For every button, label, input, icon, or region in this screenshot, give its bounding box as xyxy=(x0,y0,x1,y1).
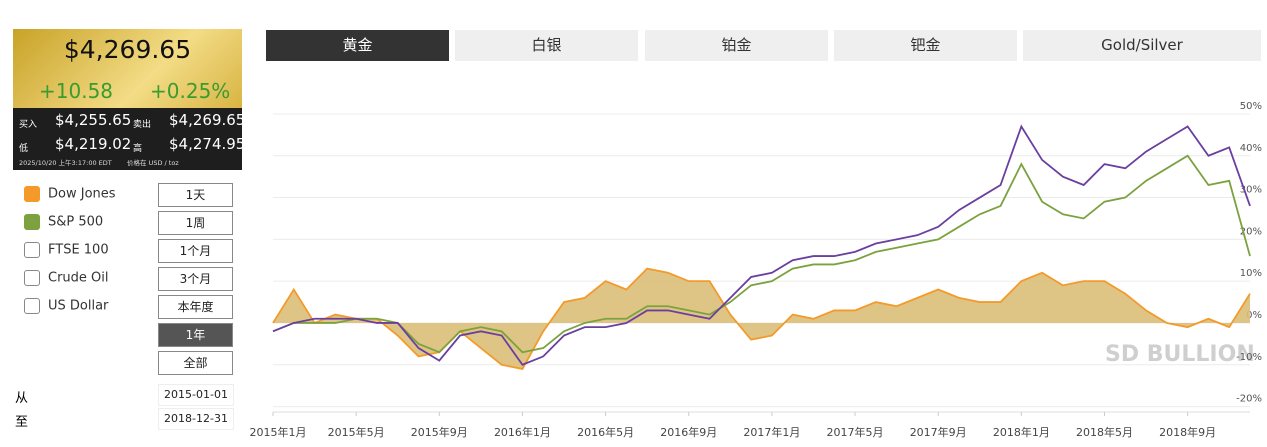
tab[interactable]: 钯金 xyxy=(834,30,1017,61)
x-tick-label: 2016年9月 xyxy=(660,425,717,439)
legend-label: S&P 500 xyxy=(48,214,104,230)
checkbox[interactable] xyxy=(24,214,40,230)
tab[interactable]: 白银 xyxy=(455,30,638,61)
checkbox[interactable] xyxy=(24,242,40,258)
legend-label: FTSE 100 xyxy=(48,242,109,258)
high: $4,274.95 xyxy=(169,135,246,153)
chart: SD BULLION 50% 40% 30% 20% 10% 0% -10% -20% 2015… xyxy=(250,101,1262,439)
to-label: 至 xyxy=(15,415,29,430)
y-tick-label: 20% xyxy=(1240,226,1262,237)
x-tick-label: 2017年5月 xyxy=(827,425,884,439)
watermark: SD BULLION xyxy=(1105,342,1255,367)
line xyxy=(272,124,1251,366)
high-label: 高 xyxy=(133,144,143,154)
y-tick-label: 30% xyxy=(1240,185,1262,196)
quote-panel: 买入 $4,255.65 卖出 $4,269.65 低 $4,219.02 高 … xyxy=(13,108,246,170)
checkbox[interactable] xyxy=(24,270,40,286)
x-tick-label: 2017年9月 xyxy=(910,425,967,439)
period-button[interactable]: 1年 xyxy=(158,323,233,347)
x-tick-label: 2015年1月 xyxy=(250,425,307,439)
low-label: 低 xyxy=(19,144,29,154)
checkbox[interactable] xyxy=(24,186,40,202)
legend-label: US Dollar xyxy=(48,298,109,314)
x-tick-label: 2015年9月 xyxy=(411,425,468,439)
y-tick-label: 40% xyxy=(1240,143,1262,154)
price-change-pct: +0.25% xyxy=(150,79,231,103)
ask-label: 卖出 xyxy=(133,120,152,130)
period-button[interactable]: 1个月 xyxy=(158,239,233,263)
from-label: 从 xyxy=(15,391,29,406)
legend-item[interactable]: S&P 500 xyxy=(24,214,103,230)
period-button[interactable]: 1天 xyxy=(158,183,233,207)
x-tick-label: 2016年5月 xyxy=(577,425,634,439)
period-button[interactable]: 本年度 xyxy=(158,295,233,319)
from-date[interactable]: 2015-01-01 xyxy=(158,384,234,406)
line xyxy=(272,154,1251,354)
x-tick-label: 2017年1月 xyxy=(743,425,800,439)
legend-item[interactable]: Dow Jones xyxy=(24,186,116,202)
tab[interactable]: Gold/Silver xyxy=(1023,30,1261,61)
x-tick-label: 2018年1月 xyxy=(993,425,1050,439)
y-tick-label: 50% xyxy=(1240,101,1262,112)
period-button[interactable]: 3个月 xyxy=(158,267,233,291)
y-tick-label: 0% xyxy=(1246,310,1262,321)
price-change: +10.58 xyxy=(39,79,114,103)
period-button[interactable]: 全部 xyxy=(158,351,233,375)
legend-label: Dow Jones xyxy=(48,186,116,202)
unit: 价格在 USD / toz xyxy=(127,159,179,167)
legend-label: Crude Oil xyxy=(48,270,109,286)
bid-label: 买入 xyxy=(19,120,38,130)
price-header: $4,269.65 +10.58 +0.25% xyxy=(13,29,242,108)
y-tick-label: -10% xyxy=(1236,352,1262,363)
x-tick-label: 2018年9月 xyxy=(1159,425,1216,439)
checkbox[interactable] xyxy=(24,298,40,314)
area-line xyxy=(272,267,1251,370)
low: $4,219.02 xyxy=(55,135,132,153)
x-tick-label: 2016年1月 xyxy=(494,425,551,439)
legend-item[interactable]: US Dollar xyxy=(24,298,108,314)
spot-price: $4,269.65 xyxy=(63,35,192,64)
to-date[interactable]: 2018-12-31 xyxy=(158,408,234,430)
ask: $4,269.65 xyxy=(169,111,246,129)
y-tick-label: 10% xyxy=(1240,268,1262,279)
tab[interactable]: 黄金 xyxy=(266,30,449,61)
y-tick-label: -20% xyxy=(1236,394,1262,405)
tab[interactable]: 铂金 xyxy=(645,30,828,61)
timestamp: 2025/10/20 上午3:17:00 EDT xyxy=(19,159,112,167)
x-tick-label: 2018年5月 xyxy=(1076,425,1133,439)
period-button[interactable]: 1周 xyxy=(158,211,233,235)
bid: $4,255.65 xyxy=(55,111,132,129)
legend-item[interactable]: FTSE 100 xyxy=(24,242,109,258)
area xyxy=(273,268,1250,369)
x-tick-label: 2015年5月 xyxy=(328,425,385,439)
legend-item[interactable]: Crude Oil xyxy=(24,270,109,286)
